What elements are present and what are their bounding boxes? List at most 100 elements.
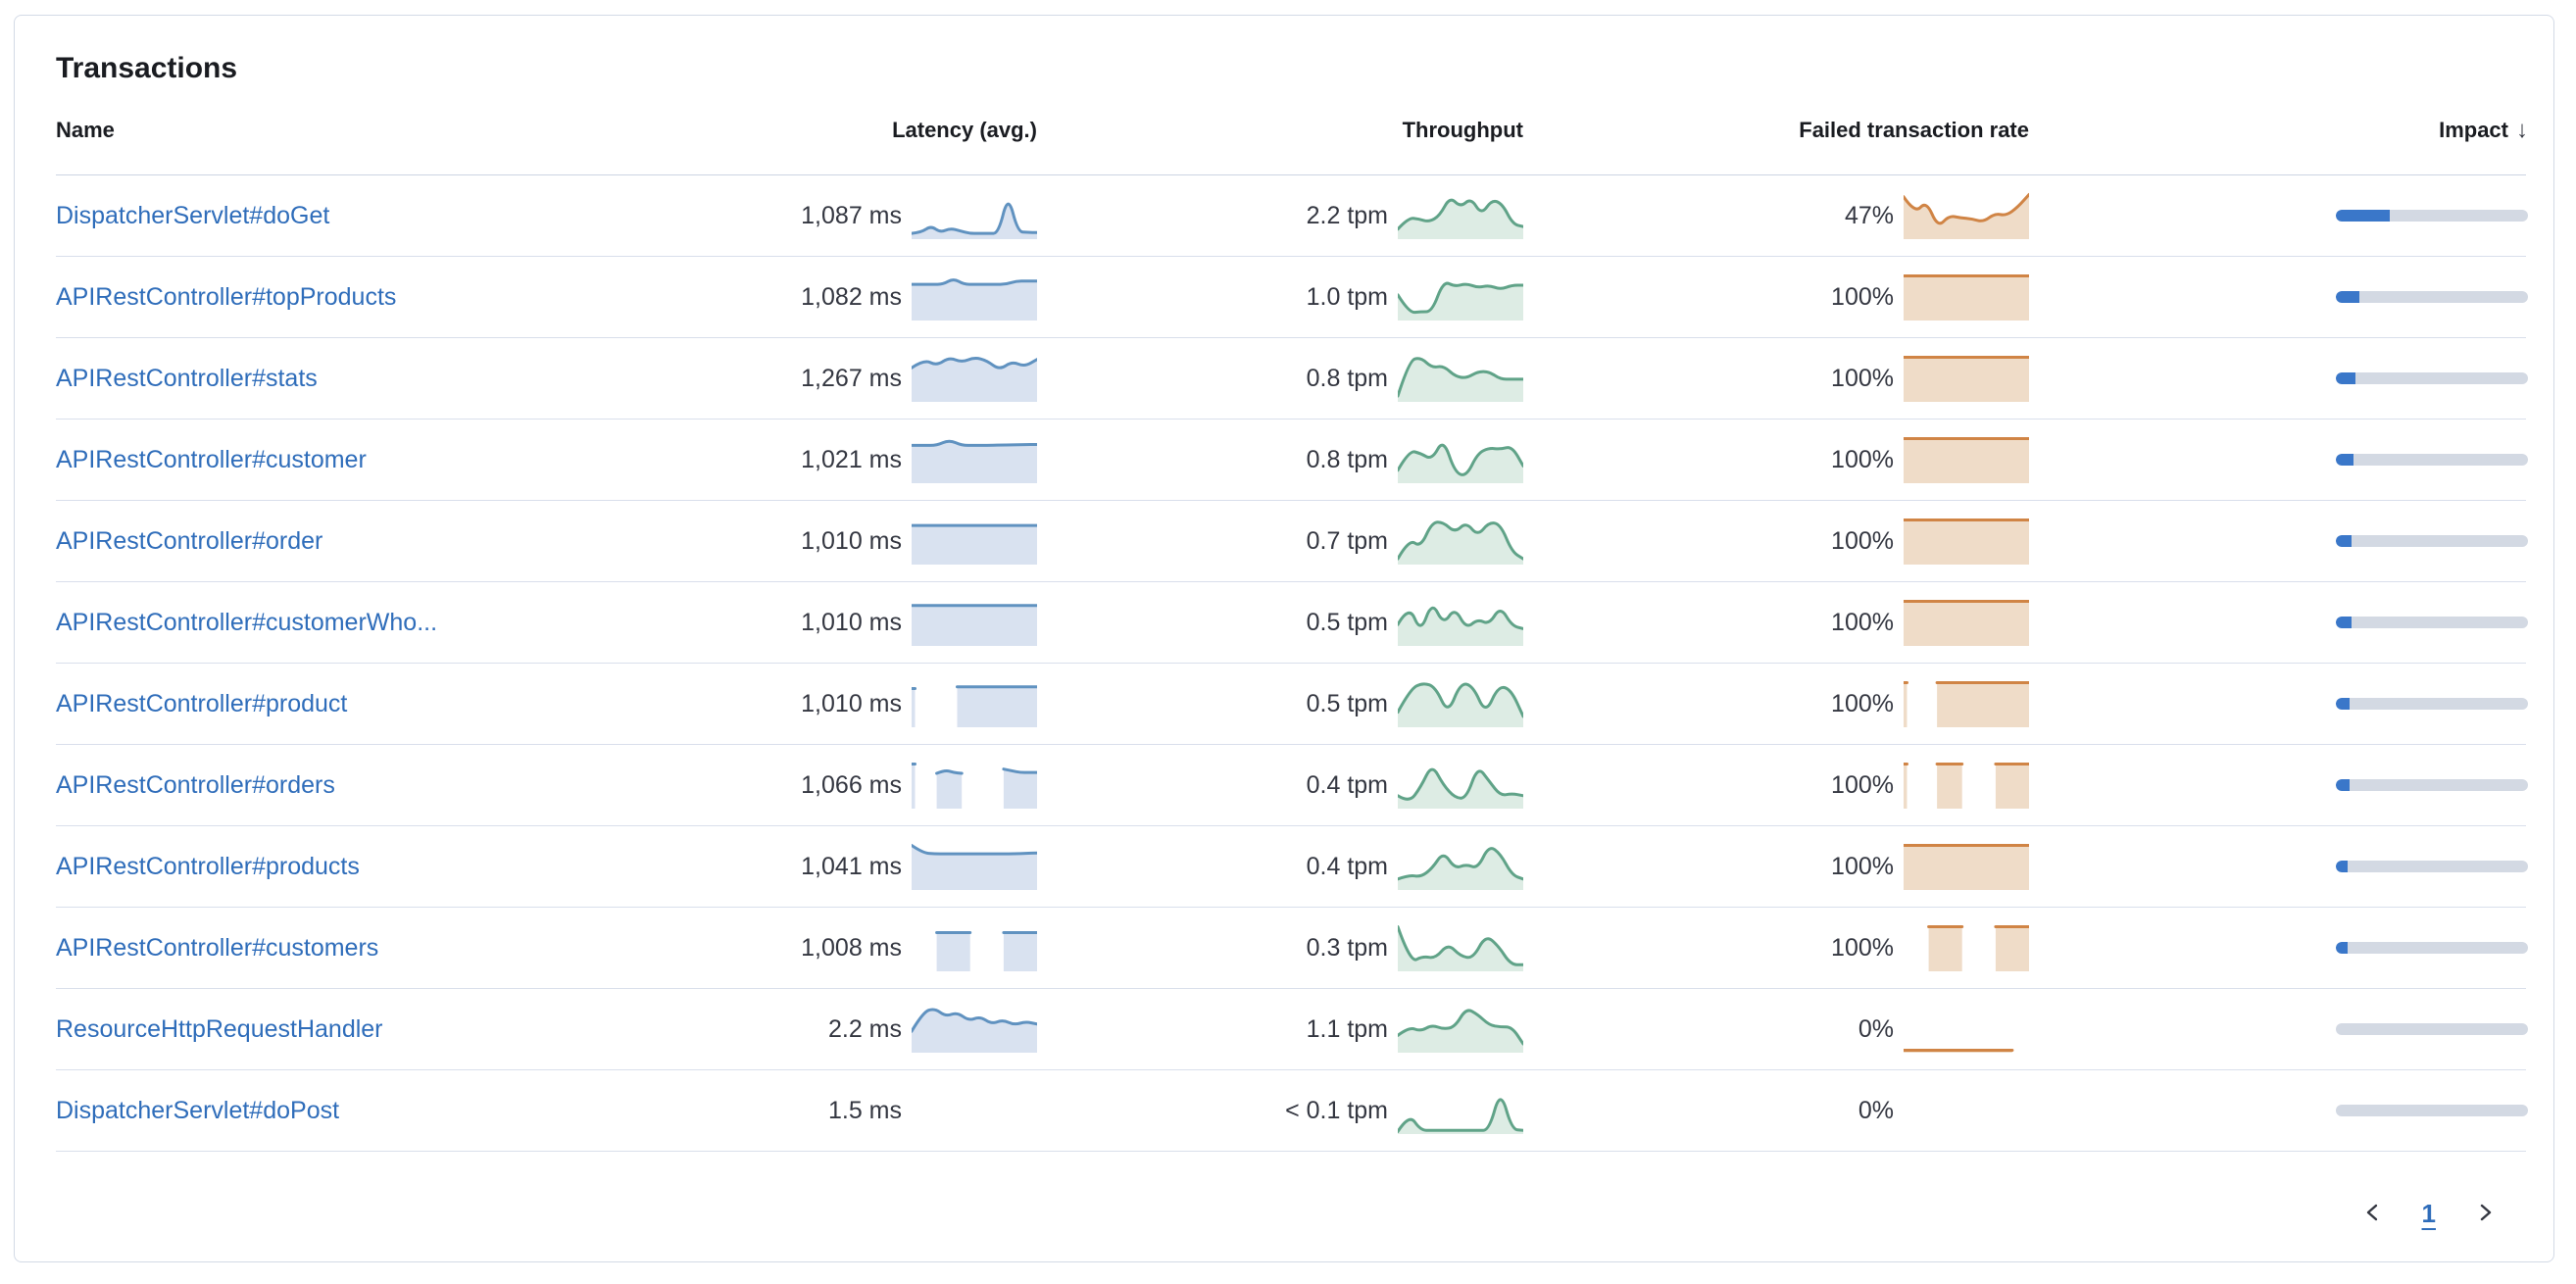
latency-sparkline	[912, 680, 1037, 727]
impact-cell	[2029, 698, 2528, 710]
failed-rate-sparkline	[1904, 192, 2029, 239]
column-header-throughput[interactable]: Throughput	[1402, 118, 1523, 142]
chevron-right-icon	[2473, 1201, 2497, 1227]
impact-bar-fill	[2336, 861, 2348, 872]
transaction-name-link[interactable]: APIRestController#customers	[56, 933, 379, 962]
throughput-sparkline	[1398, 273, 1523, 321]
latency-cell: 1,082 ms	[616, 273, 1037, 321]
latency-value: 1,008 ms	[801, 933, 902, 962]
failed-rate-value: 47%	[1844, 201, 1894, 229]
name-cell: APIRestController#stats	[56, 365, 616, 393]
impact-bar-track	[2336, 291, 2528, 303]
latency-sparkline	[912, 599, 1037, 646]
latency-sparkline	[912, 924, 1037, 971]
failed-rate-cell: 0%	[1523, 1006, 2029, 1053]
impact-bar-track	[2336, 942, 2528, 954]
column-header-failed-rate[interactable]: Failed transaction rate	[1799, 118, 2029, 142]
table-row: APIRestController#topProducts 1,082 ms 1…	[56, 257, 2528, 338]
failed-rate-value: 100%	[1831, 852, 1894, 880]
throughput-sparkline	[1398, 518, 1523, 565]
failed-rate-cell: 100%	[1523, 924, 2029, 971]
failed-rate-sparkline	[1904, 518, 2029, 565]
impact-bar-track	[2336, 698, 2528, 710]
failed-rate-cell: 100%	[1523, 599, 2029, 646]
impact-bar-fill	[2336, 454, 2353, 466]
failed-rate-value: 100%	[1831, 933, 1894, 962]
next-page-button[interactable]	[2469, 1197, 2501, 1231]
latency-sparkline	[912, 843, 1037, 890]
failed-rate-sparkline	[1904, 680, 2029, 727]
table-row: APIRestController#customerWho... 1,010 m…	[56, 582, 2528, 664]
throughput-cell: 1.0 tpm	[1037, 273, 1523, 321]
latency-sparkline	[912, 355, 1037, 402]
throughput-value: 0.7 tpm	[1306, 526, 1388, 555]
impact-cell	[2029, 861, 2528, 872]
page-number-current[interactable]: 1	[2421, 1198, 2436, 1228]
throughput-cell: 0.8 tpm	[1037, 436, 1523, 483]
table-row: APIRestController#customer 1,021 ms 0.8 …	[56, 420, 2528, 501]
name-cell: APIRestController#products	[56, 853, 616, 881]
column-header-impact[interactable]: Impact ↓	[2029, 117, 2528, 144]
impact-cell	[2029, 779, 2528, 791]
latency-cell: 1,010 ms	[616, 518, 1037, 565]
throughput-value: 1.1 tpm	[1306, 1014, 1388, 1043]
impact-bar-track	[2336, 372, 2528, 384]
throughput-value: 1.0 tpm	[1306, 282, 1388, 311]
transaction-name-link[interactable]: ResourceHttpRequestHandler	[56, 1014, 383, 1043]
panel-title: Transactions	[56, 52, 238, 84]
throughput-cell: 0.7 tpm	[1037, 518, 1523, 565]
latency-sparkline	[912, 192, 1037, 239]
table-row: DispatcherServlet#doGet 1,087 ms 2.2 tpm…	[56, 175, 2528, 257]
failed-rate-cell: 100%	[1523, 436, 2029, 483]
failed-rate-value: 0%	[1858, 1096, 1894, 1124]
transaction-name-link[interactable]: APIRestController#order	[56, 526, 323, 555]
name-cell: APIRestController#customerWho...	[56, 609, 616, 637]
name-cell: APIRestController#topProducts	[56, 283, 616, 312]
latency-cell: 1,010 ms	[616, 680, 1037, 727]
throughput-cell: 2.2 tpm	[1037, 192, 1523, 239]
name-cell: APIRestController#customer	[56, 446, 616, 474]
failed-rate-sparkline	[1904, 924, 2029, 971]
latency-value: 1,041 ms	[801, 852, 902, 880]
latency-sparkline	[912, 518, 1037, 565]
column-header-latency[interactable]: Latency (avg.)	[892, 118, 1037, 142]
impact-cell	[2029, 1023, 2528, 1035]
transaction-name-link[interactable]: APIRestController#topProducts	[56, 282, 397, 311]
transaction-name-link[interactable]: APIRestController#stats	[56, 364, 318, 392]
failed-rate-cell: 100%	[1523, 680, 2029, 727]
throughput-sparkline	[1398, 680, 1523, 727]
transaction-name-link[interactable]: DispatcherServlet#doPost	[56, 1096, 340, 1124]
transaction-name-link[interactable]: APIRestController#customer	[56, 445, 367, 473]
failed-rate-value: 0%	[1858, 1014, 1894, 1043]
previous-page-button[interactable]	[2357, 1197, 2389, 1231]
transaction-name-link[interactable]: DispatcherServlet#doGet	[56, 201, 330, 229]
transaction-name-link[interactable]: APIRestController#customerWho...	[56, 608, 438, 636]
chevron-left-icon	[2361, 1201, 2385, 1227]
throughput-cell: 0.5 tpm	[1037, 599, 1523, 646]
transaction-name-link[interactable]: APIRestController#product	[56, 689, 348, 717]
transaction-name-link[interactable]: APIRestController#products	[56, 852, 360, 880]
latency-value: 1,010 ms	[801, 608, 902, 636]
throughput-sparkline	[1398, 192, 1523, 239]
throughput-sparkline	[1398, 924, 1523, 971]
throughput-sparkline	[1398, 1006, 1523, 1053]
throughput-sparkline	[1398, 436, 1523, 483]
latency-cell: 1,267 ms	[616, 355, 1037, 402]
latency-value: 2.2 ms	[827, 1014, 902, 1043]
table-body: DispatcherServlet#doGet 1,087 ms 2.2 tpm…	[56, 175, 2528, 1152]
name-cell: APIRestController#orders	[56, 771, 616, 800]
transaction-name-link[interactable]: APIRestController#orders	[56, 770, 335, 799]
name-cell: APIRestController#product	[56, 690, 616, 718]
throughput-value: 0.3 tpm	[1306, 933, 1388, 962]
latency-value: 1,010 ms	[801, 689, 902, 717]
latency-sparkline	[912, 762, 1037, 809]
latency-value: 1,021 ms	[801, 445, 902, 473]
failed-rate-cell: 0%	[1523, 1087, 2029, 1134]
failed-rate-value: 100%	[1831, 689, 1894, 717]
table-header-row: Name Latency (avg.) Throughput Failed tr…	[56, 86, 2528, 175]
impact-cell	[2029, 291, 2528, 303]
impact-bar-track	[2336, 1023, 2528, 1035]
impact-cell	[2029, 372, 2528, 384]
impact-bar-track	[2336, 617, 2528, 628]
table-row: ResourceHttpRequestHandler 2.2 ms 1.1 tp…	[56, 989, 2528, 1070]
